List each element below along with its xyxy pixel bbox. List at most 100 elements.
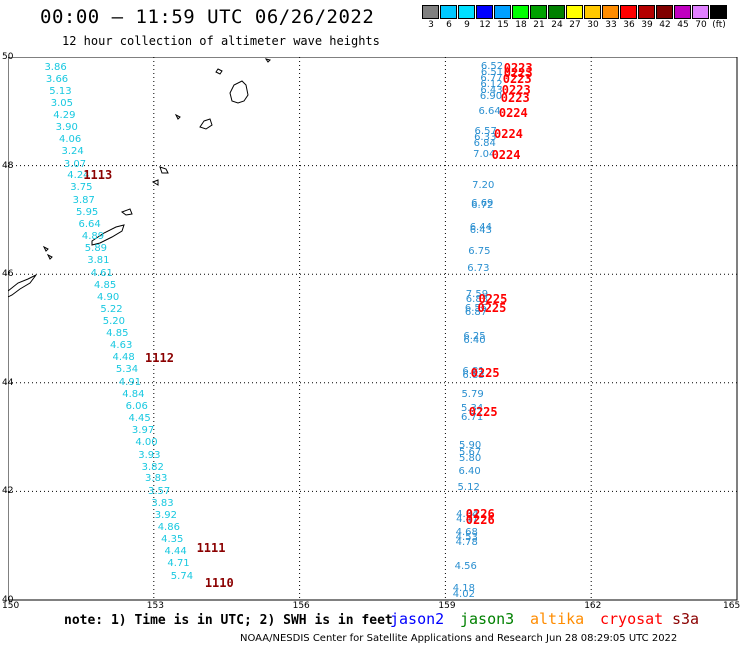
wave-height-value: 5.74 [170,570,194,582]
coastline [8,58,271,298]
wave-height-value: 6.84 [473,137,496,149]
pass-time-label: 0224 [498,106,528,121]
wave-height-value: 3.90 [55,122,78,134]
wave-height-value: 3.83 [145,473,168,485]
pass-time-label: 0223 [502,71,532,86]
pass-time-label: 1111 [196,541,226,556]
colorbar-label: 39 [641,20,653,30]
wave-height-value: 6.40 [458,465,481,477]
latitude-label: 40 [2,595,14,605]
wave-height-value: 4.44 [164,546,187,558]
page-subtitle: 12 hour collection of altimeter wave hei… [62,34,380,48]
colorbar-swatch [566,5,583,19]
wave-height-value: 4.18 [452,582,475,594]
wave-height-value: 5.79 [461,388,484,400]
colorbar-label: 9 [464,20,470,30]
pass-time-label: 0223 [503,60,533,75]
island-outline [151,179,159,186]
wave-height-value: 4.47 [456,513,479,525]
island-outline [8,274,37,298]
longitude-label: 162 [584,601,602,611]
latitude-label: 46 [2,269,14,280]
wave-height-value: 3.93 [138,449,161,461]
wave-height-value: 4.61 [90,267,113,279]
footnote: note: 1) Time is in UTC; 2) SWH is in fe… [64,613,393,628]
pass-time-label: 0225 [478,292,508,307]
island-outline [264,58,271,63]
wave-height-value: 3.66 [45,73,69,85]
island-outline [42,245,49,252]
wave-height-value: 4.84 [122,388,145,400]
wave-height-value: 4.91 [118,376,142,388]
wave-height-value: 6.81 [462,365,485,377]
wave-height-value: 6.69 [471,197,494,209]
wave-height-value: 5.22 [100,304,123,316]
wave-height-value: 6.83 [462,370,485,382]
wave-height-value: 4.90 [96,291,120,303]
wave-height-value: 4.53 [455,531,478,543]
wave-height-value: 4.85 [106,327,129,339]
wave-height-value: 3.92 [154,509,178,521]
longitude-label: 150 [2,601,20,611]
colorbar-label: 24 [551,20,563,30]
colorbar-label: 6 [446,20,452,30]
wave-height-value: 3.05 [50,98,74,110]
wave-height-value: 4.68 [455,527,478,539]
colorbar-swatch [530,5,547,19]
wave-height-value: 5.12 [457,481,480,493]
island-outline [46,253,53,260]
map-svg [8,57,738,601]
wave-height-value: 3.75 [70,182,93,194]
colorbar-swatch [458,5,475,19]
island-outline [199,118,213,130]
colorbar-label: 30 [587,20,599,30]
colorbar-label: 36 [623,20,635,30]
wave-height-value: 5.90 [459,439,482,451]
wave-height-value: 6.90 [479,90,503,102]
mission-s3a: s3a [672,610,700,628]
wave-height-value: 4.85 [94,279,117,291]
pass-time-label: 0226 [465,507,495,522]
island-outline [91,224,125,246]
island-outline [174,113,181,120]
colorbar-swatch [710,5,727,19]
wave-height-value: 4.00 [135,437,158,449]
colorbar-label: 27 [569,20,581,30]
mission-altika: altika [530,610,585,628]
wave-height-value: 4.35 [161,534,184,546]
longitude-label: 153 [146,601,164,611]
colorbar-swatch [692,5,709,19]
wave-height-value: 6.64 [478,106,501,118]
wave-height-value: 4.56 [454,561,477,573]
pass-time-label: 0224 [494,127,523,142]
mission-jason2: jason2 [390,610,445,628]
wave-height-value: 6.33 [474,131,497,143]
colorbar-swatch [602,5,619,19]
island-outline [159,166,169,174]
wave-height-value: 6.40 [463,334,486,346]
wave-height-value: 7.59 [465,288,489,300]
wave-height-value: 3.86 [44,61,67,73]
wave-height-value: 3.87 [72,194,95,206]
pass-time-label: 0225 [468,404,498,419]
colorbar-label: 12 [479,20,491,30]
wave-height-value: 6.77 [480,72,503,84]
wave-height-value: 6.12 [480,78,503,90]
map-panel: 50 48 46 44 42 40 150 153 156 159 162 165 3.86 3.66 5.… [2,52,740,611]
colorbar-label: 70 [695,20,707,30]
page-title: 00:00 – 11:59 UTC 06/26/2022 [40,6,375,28]
wave-height-value: 5.80 [459,452,482,464]
colorbar-label: 3 [428,20,434,30]
pass-time-label: 0223 [500,91,530,106]
pass-time-label: 1112 [145,351,174,366]
wave-height-value: 4.02 [452,588,475,600]
wave-height-value: 6.52 [480,60,504,72]
wave-height-value: 6.87 [464,307,488,319]
wave-height-value: 4.48 [112,352,135,364]
wave-height-value: 7.20 [472,180,495,192]
wave-height-value: 6.43 [480,84,503,96]
pass-time-label: 0226 [465,512,495,527]
credit-line: NOAA/NESDIS Center for Satellite Applica… [240,633,678,644]
colorbar-swatch [584,5,601,19]
colorbar-swatch [674,5,691,19]
